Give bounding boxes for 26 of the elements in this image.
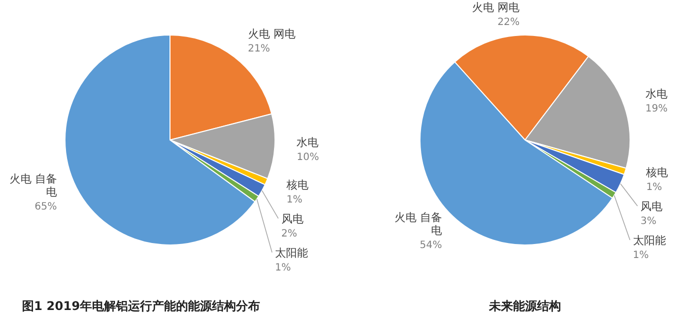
slice-label: 核电	[286, 178, 309, 192]
slice-label: 水电	[296, 136, 319, 149]
data-label: 54%	[420, 240, 442, 252]
slice-label: 风电	[281, 212, 304, 226]
data-label: 1%	[275, 262, 291, 274]
data-label: 1%	[646, 182, 662, 193]
slice-label: 火电 网电	[472, 1, 520, 14]
data-label: 22%	[497, 17, 520, 28]
slice-label: 太阳能	[632, 234, 666, 247]
slice-label: 水电	[645, 87, 668, 100]
data-label: 65%	[34, 202, 57, 213]
slice-label: 风电	[640, 200, 662, 213]
data-label: 1%	[632, 250, 649, 261]
slice-label: 火电 自备电	[394, 211, 442, 238]
slice-label: 火电 网电	[248, 28, 296, 41]
slice-label: 火电 自备电	[9, 172, 57, 199]
data-label: 3%	[640, 216, 656, 227]
text: 未来能源结构	[488, 299, 561, 313]
data-label: 1%	[286, 194, 302, 206]
slice-label: 太阳能	[275, 246, 308, 260]
data-label: 10%	[296, 152, 319, 163]
data-label: 19%	[645, 103, 668, 114]
text: 图1 2019年电解铝运行产能的能源结构分布	[22, 299, 260, 313]
data-label: 21%	[248, 44, 270, 55]
data-label: 2%	[281, 228, 298, 240]
slice-label: 核电	[645, 166, 668, 179]
